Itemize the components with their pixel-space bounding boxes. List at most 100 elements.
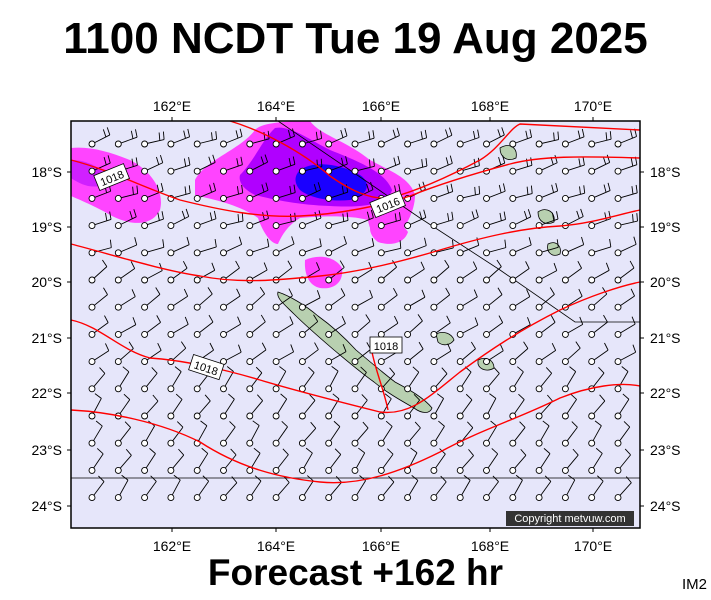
wind-barb — [456, 474, 471, 502]
wind-barb — [509, 341, 529, 366]
wind-barb — [588, 475, 604, 502]
wind-barb — [167, 448, 185, 474]
wind-barb — [88, 343, 110, 366]
wind-barb — [114, 317, 137, 338]
wind-barb — [272, 316, 294, 338]
isobar-line — [70, 209, 641, 282]
wind-barb — [114, 341, 134, 366]
wind-barb — [246, 286, 266, 311]
wind-barb — [404, 289, 426, 311]
lat-label-right: 18°S — [650, 164, 681, 180]
wind-barb — [141, 239, 165, 257]
wind-barb — [88, 211, 112, 230]
wind-barb — [404, 158, 428, 175]
wind-barb — [588, 131, 612, 148]
wind-barb — [141, 448, 156, 474]
lon-label-bottom: 166°E — [362, 538, 400, 554]
wind-barb — [325, 288, 346, 311]
wind-barb — [561, 393, 577, 420]
wind-barb — [298, 238, 322, 257]
wind-barb — [377, 448, 394, 474]
wind-barb — [430, 155, 453, 175]
wind-barb — [614, 421, 631, 447]
wind-barb — [88, 259, 108, 284]
axis-ticks — [67, 117, 644, 532]
wind-barb — [509, 209, 532, 230]
wind-barb — [220, 366, 234, 393]
wind-barb — [193, 210, 217, 230]
wind-barb — [614, 128, 637, 148]
wind-barb — [509, 261, 530, 284]
wind-barb — [193, 287, 213, 311]
lat-label-left: 20°S — [31, 274, 62, 290]
wind-barb — [193, 238, 217, 257]
wind-barb — [351, 394, 368, 420]
wind-barb — [167, 421, 184, 447]
wind-barb — [220, 393, 235, 420]
wind-barb — [325, 476, 342, 502]
wind-barb — [614, 288, 635, 311]
wind-barb — [114, 209, 137, 230]
wind-barb — [351, 158, 375, 175]
lat-label-right: 23°S — [650, 442, 681, 458]
wind-barb — [220, 184, 244, 202]
wind-barb — [88, 155, 111, 175]
wind-barb — [456, 237, 480, 257]
wind-barb — [167, 366, 182, 393]
wind-barb — [141, 287, 161, 311]
wind-barb — [535, 475, 552, 502]
lat-label-right: 19°S — [650, 219, 681, 235]
lat-label-left: 19°S — [31, 219, 62, 235]
wind-barb — [535, 211, 559, 230]
wind-barb — [377, 420, 393, 447]
wind-barb — [404, 341, 424, 366]
wind-barb — [325, 212, 349, 230]
wind-barb — [614, 184, 638, 202]
wind-barb — [141, 475, 157, 502]
lon-label-top: 162°E — [153, 98, 191, 114]
copyright-text: Copyright metvuw.com — [514, 513, 625, 525]
wind-barb — [535, 262, 558, 284]
svg-text:1018: 1018 — [374, 341, 398, 353]
wind-barb — [88, 287, 108, 311]
wind-barb — [325, 344, 347, 366]
vanuatu-island-a — [499, 145, 517, 160]
wind-barb — [509, 448, 527, 474]
forecast-hour-label: Forecast +162 hr — [207, 552, 504, 593]
wind-barb — [483, 211, 506, 230]
wind-barb — [588, 314, 608, 338]
wind-barb — [298, 421, 317, 447]
wind-barb — [298, 314, 319, 338]
wind-barb — [220, 448, 237, 474]
wind-barb — [430, 259, 450, 284]
wind-barb — [246, 342, 267, 366]
wind-barb — [456, 341, 476, 366]
wind-barb — [88, 367, 106, 393]
wind-barb — [193, 314, 214, 338]
wind-barb — [509, 185, 533, 202]
wind-barb — [272, 288, 293, 311]
wind-barb — [193, 182, 217, 202]
wind-barb — [535, 131, 560, 148]
lon-label-top: 166°E — [362, 98, 400, 114]
wind-barb — [167, 393, 183, 420]
wind-barb — [141, 211, 164, 230]
wind-barb — [483, 259, 502, 284]
wind-barb — [404, 447, 418, 474]
wind-barb — [298, 342, 319, 366]
wind-barb — [535, 448, 551, 474]
wind-barb — [483, 393, 497, 420]
wind-barb — [430, 393, 444, 420]
wind-barb — [430, 475, 447, 502]
wind-barb — [483, 127, 505, 148]
wind-barb — [298, 447, 313, 474]
wind-barb — [141, 262, 163, 284]
wind-barb — [114, 421, 131, 447]
wind-barb — [614, 448, 631, 474]
wind-barb — [509, 366, 524, 393]
wind-barb — [456, 261, 478, 284]
wind-barb — [588, 287, 608, 311]
wind-barb — [404, 366, 420, 393]
wind-barb — [588, 182, 611, 202]
wind-barb — [404, 237, 427, 257]
